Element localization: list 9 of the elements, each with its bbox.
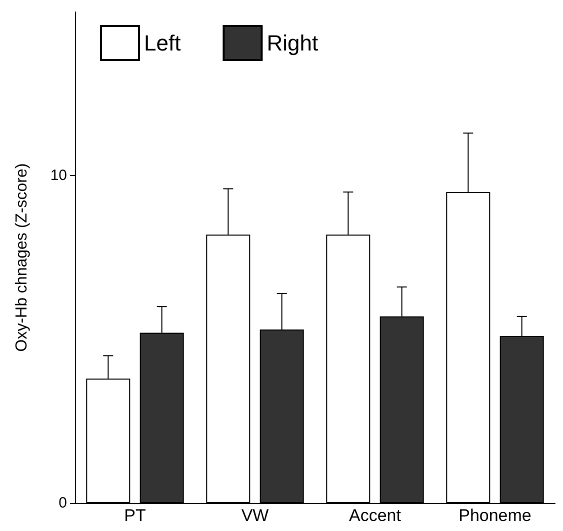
legend-label: Left [144, 30, 181, 56]
y-tick-label: 10 [50, 167, 67, 184]
y-tick-label: 0 [58, 494, 67, 512]
x-tick-label: Phoneme [458, 506, 532, 525]
x-tick-label: VW [241, 506, 269, 525]
x-tick-label: PT [124, 506, 146, 525]
y-axis-title: Oxy-Hb chnages (Z-score) [14, 163, 30, 352]
x-tick-label: Accent [349, 506, 402, 525]
legend-label: Right [266, 30, 318, 56]
